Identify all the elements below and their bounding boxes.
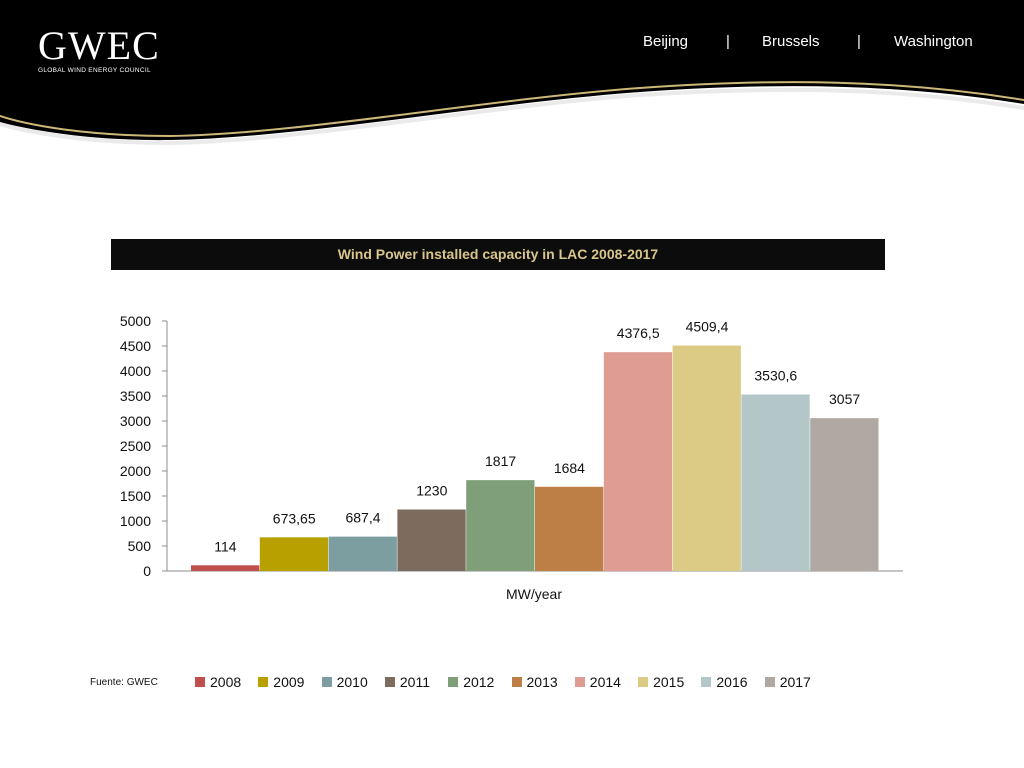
data-labels: 114 673,65 687,4 1230 1817 1684 4376,5 4509,4 35…	[214, 319, 860, 555]
y-tick-label: 500	[128, 538, 152, 554]
bars	[191, 345, 879, 571]
y-tick-label: 0	[143, 563, 151, 579]
bar-2016	[741, 394, 810, 571]
chart-title: Wind Power installed capacity in LAC 200…	[111, 239, 885, 270]
legend-label: 2009	[273, 674, 305, 690]
legend-swatch	[258, 677, 269, 687]
legend-swatch	[511, 677, 522, 687]
bar-2008	[191, 565, 260, 571]
legend-label: 2011	[399, 674, 430, 690]
data-label-2011: 1230	[416, 483, 447, 499]
y-tick-label: 5000	[120, 313, 151, 329]
bar-2009	[259, 537, 329, 571]
legend-label: 2012	[463, 674, 495, 690]
city-washington: Washington	[894, 33, 973, 50]
y-tick-label: 4500	[120, 338, 151, 354]
legend-label: 2014	[589, 674, 621, 690]
data-label-2009: 673,65	[273, 510, 316, 526]
legend-label: 2008	[210, 674, 242, 690]
legend-label: 2010	[336, 674, 368, 690]
legend-swatch	[764, 677, 775, 687]
data-label-2017: 3057	[829, 391, 860, 407]
bar-2010	[328, 536, 397, 571]
city-brussels: Brussels	[762, 33, 820, 50]
legend-swatch	[384, 677, 395, 687]
legend-item-2015: 2015	[638, 674, 684, 690]
city-beijing: Beijing	[643, 33, 689, 50]
x-axis-label: MW/year	[506, 586, 562, 602]
legend-item-2014: 2014	[574, 674, 621, 690]
legend-item-2017: 2017	[764, 674, 811, 690]
bar-2011	[397, 509, 466, 571]
bar-2013	[535, 486, 604, 571]
data-label-2012: 1817	[485, 453, 516, 469]
y-tick-label: 3500	[120, 388, 151, 404]
legend-swatch	[321, 677, 332, 687]
data-label-2015: 4509,4	[686, 319, 729, 335]
data-label-2016: 3530,6	[754, 367, 797, 383]
logo-text: GWEC	[38, 23, 160, 68]
bar-2015	[672, 345, 741, 571]
legend-label: 2013	[526, 674, 558, 690]
y-tick-label: 4000	[120, 363, 151, 379]
city-separator: |	[726, 33, 730, 50]
legend-item-2010: 2010	[321, 674, 368, 690]
city-separator: |	[857, 33, 861, 50]
y-tick-label: 3000	[120, 413, 151, 429]
legend-swatch	[701, 677, 712, 687]
legend-item-2013: 2013	[511, 674, 558, 690]
legend-swatch	[574, 677, 585, 687]
y-tick-label: 2000	[120, 463, 151, 479]
bar-2012	[466, 480, 535, 571]
gwec-logo[interactable]: GWEC GLOBAL WIND ENERGY COUNCIL	[38, 23, 160, 75]
legend-item-2011: 2011	[384, 674, 430, 690]
office-locations: Beijing | Brussels | Washington	[640, 33, 985, 53]
data-label-2008: 114	[214, 538, 237, 554]
data-label-2010: 687,4	[345, 510, 380, 526]
legend-item-2016: 2016	[701, 674, 748, 690]
header-wave-graphic	[0, 0, 1024, 146]
legend-item-2012: 2012	[448, 674, 494, 690]
y-tick-label: 1500	[120, 488, 151, 504]
legend-swatch	[638, 677, 649, 687]
y-tick-label: 1000	[120, 513, 151, 529]
legend-label: 2016	[716, 674, 748, 690]
legend-swatch	[195, 677, 205, 687]
legend-label: 2017	[779, 674, 811, 690]
source-note: Fuente: GWEC	[90, 677, 158, 688]
legend-item-2009: 2009	[258, 674, 304, 690]
logo-subtitle: GLOBAL WIND ENERGY COUNCIL	[38, 67, 151, 74]
y-tick-label: 2500	[120, 438, 151, 454]
header-banner: GWEC GLOBAL WIND ENERGY COUNCIL Beijing …	[0, 0, 1024, 160]
legend-swatch	[448, 677, 459, 687]
bar-2014	[603, 352, 673, 571]
data-label-2014: 4376,5	[617, 325, 660, 341]
legend-label: 2015	[653, 674, 685, 690]
legend-item-2008: 2008	[195, 674, 241, 690]
bar-2017	[810, 418, 879, 571]
data-label-2013: 1684	[554, 460, 585, 476]
